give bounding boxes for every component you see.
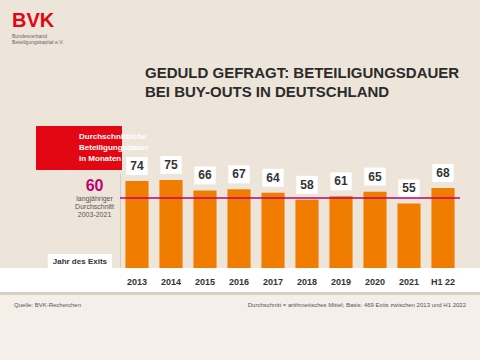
svg-text:2021: 2021 [399, 277, 419, 287]
svg-text:2013: 2013 [127, 277, 147, 287]
svg-text:BVK: BVK [12, 9, 55, 31]
svg-text:Quelle: BVK-Recherchen: Quelle: BVK-Recherchen [14, 302, 81, 308]
svg-text:61: 61 [334, 174, 348, 188]
svg-text:H1 22: H1 22 [431, 277, 455, 287]
svg-text:2016: 2016 [229, 277, 249, 287]
svg-text:2019: 2019 [331, 277, 351, 287]
svg-text:2020: 2020 [365, 277, 385, 287]
svg-text:in Monaten: in Monaten [79, 154, 121, 163]
svg-text:Durchschnitt: Durchschnitt [75, 203, 114, 210]
svg-text:67: 67 [232, 167, 246, 181]
svg-text:66: 66 [198, 168, 212, 182]
svg-text:74: 74 [130, 159, 144, 173]
svg-text:75: 75 [164, 158, 178, 172]
svg-text:Beteiligungskapital e.V.: Beteiligungskapital e.V. [12, 39, 64, 45]
svg-text:60: 60 [86, 177, 104, 194]
svg-text:2015: 2015 [195, 277, 215, 287]
svg-text:Beteiligungsdauer: Beteiligungsdauer [79, 143, 149, 152]
svg-text:55: 55 [402, 181, 416, 195]
svg-text:58: 58 [300, 178, 314, 192]
svg-text:65: 65 [368, 170, 382, 184]
svg-text:Jahr des Exits: Jahr des Exits [53, 257, 108, 266]
svg-text:64: 64 [266, 171, 280, 185]
svg-text:GEDULD GEFRAGT: BETEILIGUNGSDA: GEDULD GEFRAGT: BETEILIGUNGSDAUER [145, 64, 459, 81]
svg-text:Bundesverband: Bundesverband [12, 33, 47, 39]
svg-text:2003-2021: 2003-2021 [78, 211, 112, 218]
svg-text:2014: 2014 [161, 277, 181, 287]
svg-text:Durchschnitt = arithmetisches: Durchschnitt = arithmetisches Mittel; Ba… [248, 302, 467, 308]
svg-text:BEI BUY-OUTS IN DEUTSCHLAND: BEI BUY-OUTS IN DEUTSCHLAND [145, 83, 389, 100]
svg-text:langjähriger: langjähriger [76, 195, 113, 203]
svg-text:2017: 2017 [263, 277, 283, 287]
svg-text:2018: 2018 [297, 277, 317, 287]
svg-text:68: 68 [436, 166, 450, 180]
svg-text:Durchschnittliche: Durchschnittliche [79, 132, 147, 141]
